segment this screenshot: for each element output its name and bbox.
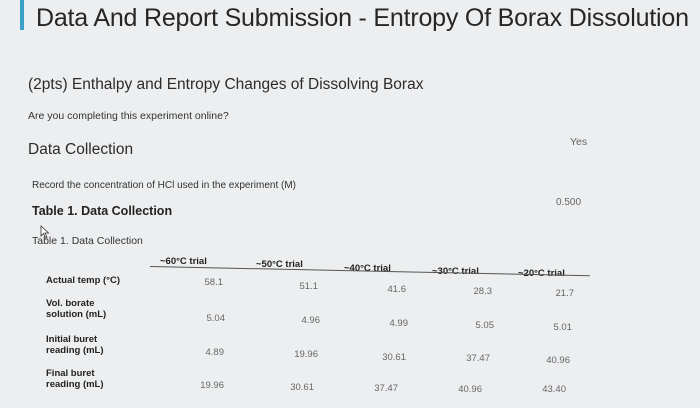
row-label-line: Vol. borate <box>46 298 95 309</box>
table-cell[interactable]: 40.96 <box>546 355 570 366</box>
table-cell[interactable]: 5.04 <box>206 313 226 324</box>
table-cell[interactable]: 4.96 <box>301 315 321 326</box>
table-cell[interactable]: 41.6 <box>387 284 407 295</box>
table-cell[interactable]: 43.40 <box>542 384 566 395</box>
table-cell[interactable]: 19.96 <box>294 349 318 360</box>
row-label-vol-borate: Vol. borate solution (mL) <box>46 298 106 320</box>
row-label-line: Final buret <box>46 368 95 379</box>
table-cell[interactable]: 51.1 <box>299 281 319 292</box>
row-label-line: Initial buret <box>46 334 98 345</box>
row-label-actual-temp: Actual temp (°C) <box>46 275 120 286</box>
row-label-line: solution (mL) <box>46 309 107 320</box>
table-title: Table 1. Data Collection <box>32 204 173 218</box>
title-accent-bar <box>20 0 24 30</box>
online-question-label: Are you completing this experiment onlin… <box>28 110 229 122</box>
table-cell[interactable]: 28.3 <box>473 286 493 297</box>
page-title: Data And Report Submission - Entropy Of … <box>36 4 689 32</box>
data-collection-heading: Data Collection <box>28 141 134 158</box>
hcl-concentration-value[interactable]: 0.500 <box>556 197 582 208</box>
section-heading: (2pts) Enthalpy and Entropy Changes of D… <box>28 76 424 93</box>
row-label-final-buret: Final buret reading (mL) <box>46 368 104 390</box>
table-cell[interactable]: 5.05 <box>475 320 495 331</box>
table-cell[interactable]: 37.47 <box>466 353 490 364</box>
table-cell[interactable]: 19.96 <box>200 380 224 391</box>
table-cell[interactable]: 21.7 <box>555 288 575 299</box>
column-header-40c: ~40°C trial <box>344 263 391 274</box>
text-cursor-icon <box>40 225 50 239</box>
hcl-concentration-label: Record the concentration of HCl used in … <box>32 180 297 191</box>
column-header-50c: ~50°C trial <box>256 259 303 270</box>
table-cell[interactable]: 4.89 <box>205 347 225 358</box>
table-cell[interactable]: 58.1 <box>204 277 224 288</box>
table-cell[interactable]: 30.61 <box>290 382 314 393</box>
table-cell[interactable]: 5.01 <box>553 322 573 333</box>
table-caption: Table 1. Data Collection <box>32 235 143 247</box>
table-cell[interactable]: 37.47 <box>374 383 398 394</box>
row-label-line: Actual temp (°C) <box>46 275 120 286</box>
table-cell[interactable]: 4.99 <box>389 318 409 329</box>
row-label-initial-buret: Initial buret reading (mL) <box>46 334 104 356</box>
row-label-line: reading (mL) <box>46 345 104 356</box>
row-label-line: reading (mL) <box>46 379 104 390</box>
table-cell[interactable]: 30.61 <box>382 352 406 363</box>
online-answer-value[interactable]: Yes <box>570 136 588 148</box>
table-cell[interactable]: 40.96 <box>458 384 482 395</box>
column-header-60c: ~60°C trial <box>160 256 207 267</box>
